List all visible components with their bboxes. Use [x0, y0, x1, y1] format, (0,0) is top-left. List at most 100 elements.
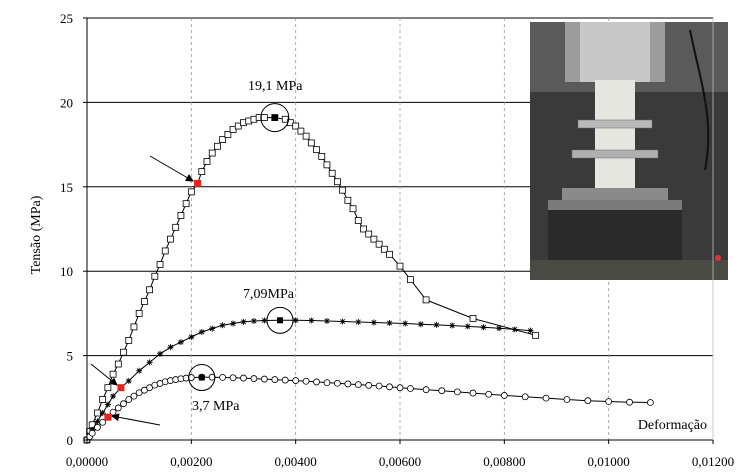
data-point: [125, 377, 132, 384]
data-point: [130, 323, 138, 331]
data-point: [214, 142, 221, 150]
peak-point: [271, 114, 278, 121]
data-point: [605, 398, 613, 405]
data-point: [94, 418, 101, 425]
data-point: [375, 382, 383, 390]
data-point: [208, 149, 216, 157]
x-tick-label: 0,00800: [483, 454, 525, 469]
data-point: [172, 223, 180, 231]
data-point: [203, 158, 211, 165]
data-point: [375, 240, 383, 248]
data-point: [292, 317, 299, 324]
data-point: [417, 321, 424, 328]
data-point: [167, 235, 174, 243]
peak-circle-7-09: [266, 306, 294, 334]
highlight-point: [117, 384, 125, 392]
axes: 0 5 10 15 20 25 0,00000 0,00200 0,00400 0,00600 0,…: [60, 11, 734, 469]
data-point: [496, 325, 503, 332]
data-point: [485, 390, 493, 398]
data-point: [209, 325, 216, 332]
data-point: [333, 379, 341, 387]
data-point: [224, 131, 232, 138]
data-point: [422, 296, 430, 304]
data-point: [110, 393, 117, 400]
data-point: [307, 139, 315, 147]
data-point: [349, 205, 357, 213]
data-point: [354, 381, 362, 389]
data-point: [360, 225, 367, 233]
data-point: [230, 320, 237, 327]
data-point: [464, 323, 471, 330]
data-point: [469, 315, 477, 322]
highlight-point: [104, 413, 112, 421]
series-1: [84, 317, 534, 443]
x-tick-label: 0,00200: [170, 454, 212, 469]
curves: [83, 114, 654, 444]
data-point: [182, 200, 190, 208]
data-point: [135, 309, 143, 317]
y-tick-label: 0: [67, 433, 74, 448]
data-point: [527, 327, 534, 334]
data-point: [396, 262, 404, 270]
series-2: [83, 373, 654, 444]
data-point: [344, 380, 352, 388]
data-point: [422, 386, 430, 394]
data-point: [396, 384, 404, 392]
peak-circle-3-7: [188, 364, 216, 392]
data-point: [146, 359, 153, 366]
data-point: [146, 286, 154, 294]
data-point: [386, 320, 393, 327]
data-point: [156, 261, 164, 268]
data-point: [198, 168, 206, 176]
data-point: [151, 272, 159, 280]
specimen-photo: [530, 22, 728, 280]
data-point: [380, 245, 388, 253]
data-point: [219, 322, 226, 329]
data-point: [104, 401, 111, 408]
data-point: [120, 400, 127, 408]
annotation-7-09: 7,09MPa: [243, 287, 295, 302]
peak-point: [277, 317, 284, 324]
data-point: [480, 324, 487, 331]
data-point: [407, 276, 414, 284]
data-point: [219, 373, 227, 381]
data-point: [370, 235, 378, 243]
data-point: [260, 375, 268, 383]
data-point: [449, 322, 456, 329]
data-point: [542, 394, 550, 402]
data-point: [344, 196, 352, 204]
y-tick-label: 10: [60, 264, 73, 279]
data-point: [511, 326, 518, 333]
data-point: [161, 247, 169, 255]
data-point: [177, 339, 184, 346]
data-point: [438, 387, 446, 395]
data-point: [104, 384, 112, 392]
y-tick-label: 20: [60, 95, 73, 110]
data-point: [250, 375, 258, 382]
data-point: [120, 348, 127, 356]
data-point: [130, 392, 138, 400]
annotation-19-1: 19,1 MPa: [248, 79, 303, 94]
data-point: [521, 393, 529, 401]
data-point: [94, 423, 101, 431]
data-point: [323, 161, 331, 169]
data-point: [94, 409, 101, 417]
data-point: [318, 153, 326, 160]
data-point: [250, 317, 257, 324]
y-tick-label: 25: [60, 11, 73, 26]
data-point: [402, 320, 409, 327]
data-point: [109, 370, 117, 378]
data-point: [323, 317, 330, 324]
arrow-middle: [90, 363, 118, 386]
data-point: [339, 186, 347, 194]
data-point: [453, 388, 461, 396]
y-tick-label: 15: [60, 180, 73, 195]
data-point: [188, 334, 195, 341]
arrow-top: [149, 155, 194, 182]
data-point: [125, 337, 133, 344]
x-tick-label: 0,01200: [692, 454, 734, 469]
data-point: [198, 328, 205, 335]
x-tick-label: 0,00000: [66, 454, 108, 469]
data-point: [355, 319, 362, 326]
